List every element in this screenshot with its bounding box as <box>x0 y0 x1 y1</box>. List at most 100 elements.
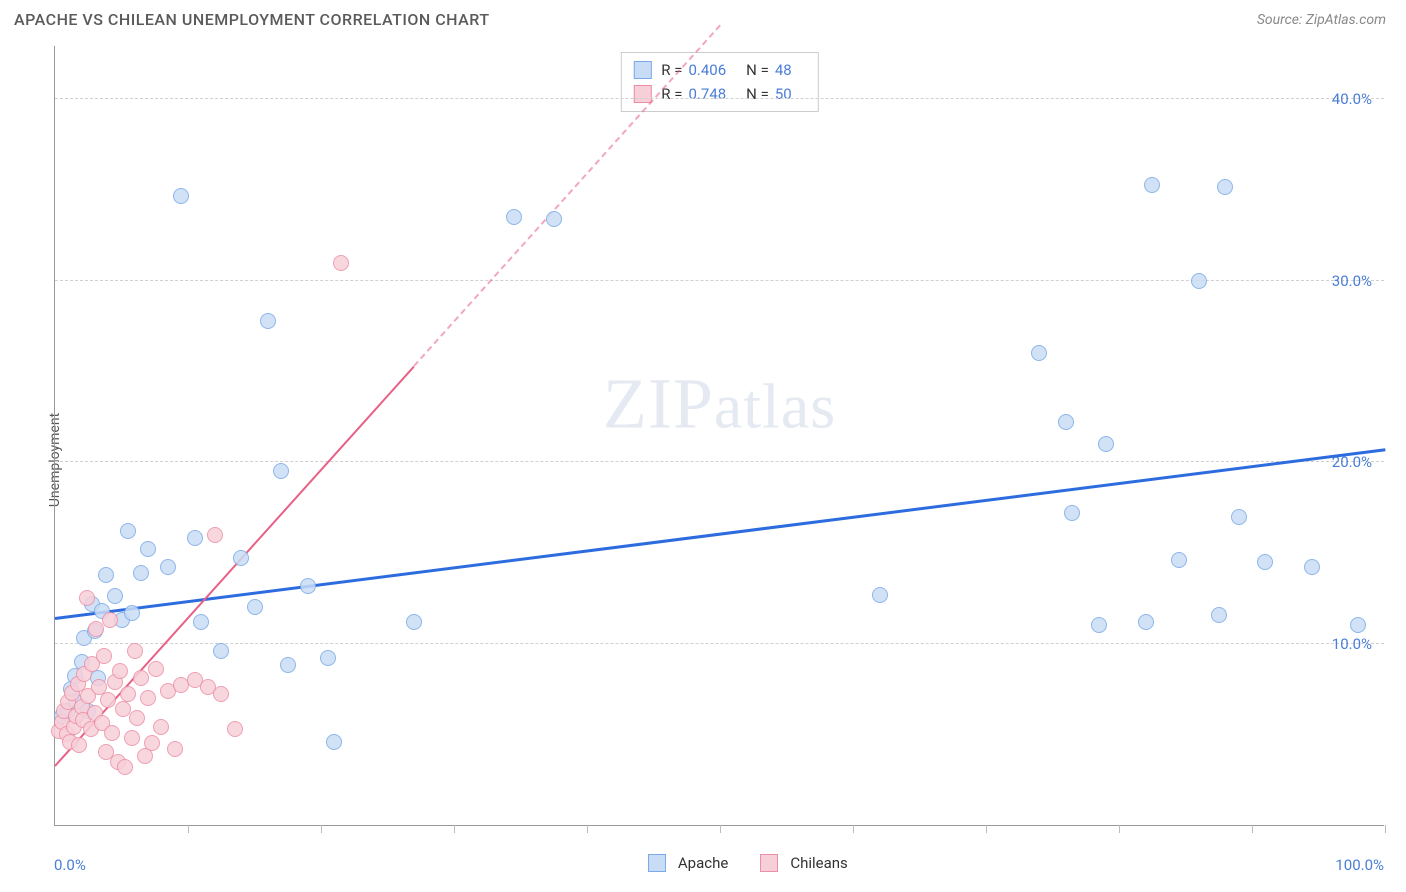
y-tick-label: 40.0% <box>1332 90 1372 108</box>
y-tick-label: 30.0% <box>1332 272 1372 290</box>
data-point <box>117 759 133 775</box>
data-point <box>187 530 203 546</box>
chart-title: APACHE VS CHILEAN UNEMPLOYMENT CORRELATI… <box>14 10 490 29</box>
legend-item: Apache <box>648 854 728 872</box>
series-legend: Apache Chileans <box>648 854 848 872</box>
data-point <box>1058 414 1074 430</box>
data-point <box>207 527 223 543</box>
data-point <box>167 741 183 757</box>
data-point <box>872 587 888 603</box>
data-point <box>127 643 143 659</box>
gridline <box>55 461 1384 462</box>
legend-label: Chileans <box>790 854 847 872</box>
data-point <box>213 686 229 702</box>
chart-container: Unemployment ZIPatlas R =0.406N =48R =0.… <box>14 40 1392 880</box>
data-point <box>193 614 209 630</box>
n-label: N = <box>746 82 769 106</box>
x-tick <box>321 825 322 833</box>
data-point <box>112 663 128 679</box>
data-point <box>1098 436 1114 452</box>
data-point <box>1144 177 1160 193</box>
data-point <box>300 578 316 594</box>
gridline <box>55 643 1384 644</box>
data-point <box>79 590 95 606</box>
data-point <box>1031 345 1047 361</box>
data-point <box>102 612 118 628</box>
data-point <box>1064 505 1080 521</box>
r-value: 0.406 <box>688 58 726 82</box>
data-point <box>247 599 263 615</box>
x-tick <box>454 825 455 833</box>
x-tick <box>720 825 721 833</box>
legend-swatch <box>633 85 651 103</box>
data-point <box>320 650 336 666</box>
data-point <box>96 648 112 664</box>
legend-swatch <box>760 854 778 872</box>
data-point <box>104 725 120 741</box>
data-point <box>1171 552 1187 568</box>
data-point <box>124 730 140 746</box>
data-point <box>115 701 131 717</box>
data-point <box>233 550 249 566</box>
gridline <box>55 98 1384 99</box>
x-axis-min-label: 0.0% <box>54 856 86 874</box>
data-point <box>98 567 114 583</box>
data-point <box>280 657 296 673</box>
n-label: N = <box>746 58 769 82</box>
data-point <box>506 209 522 225</box>
data-point <box>148 661 164 677</box>
x-tick <box>188 825 189 833</box>
data-point <box>1138 614 1154 630</box>
plot-area: ZIPatlas R =0.406N =48R =0.748N =50 10.0… <box>54 46 1384 826</box>
x-tick <box>853 825 854 833</box>
x-tick <box>1385 825 1386 833</box>
data-point <box>1231 509 1247 525</box>
data-point <box>1304 559 1320 575</box>
data-point <box>107 588 123 604</box>
data-point <box>100 692 116 708</box>
x-tick <box>587 825 588 833</box>
data-point <box>260 313 276 329</box>
legend-swatch <box>633 61 651 79</box>
r-value: 0.748 <box>688 82 726 106</box>
data-point <box>1211 607 1227 623</box>
data-point <box>213 643 229 659</box>
data-point <box>153 719 169 735</box>
data-point <box>1091 617 1107 633</box>
data-point <box>129 710 145 726</box>
data-point <box>124 605 140 621</box>
gridline <box>55 280 1384 281</box>
data-point <box>71 737 87 753</box>
stats-legend-row: R =0.406N =48 <box>633 58 805 82</box>
data-point <box>1191 273 1207 289</box>
trend-line <box>55 448 1385 620</box>
data-point <box>133 670 149 686</box>
chart-header: APACHE VS CHILEAN UNEMPLOYMENT CORRELATI… <box>0 0 1406 33</box>
legend-item: Chileans <box>760 854 847 872</box>
data-point <box>1350 617 1366 633</box>
data-point <box>406 614 422 630</box>
data-point <box>160 559 176 575</box>
n-value: 50 <box>775 82 792 106</box>
x-tick <box>986 825 987 833</box>
watermark: ZIPatlas <box>603 363 836 446</box>
chart-source: Source: ZipAtlas.com <box>1257 12 1386 28</box>
legend-label: Apache <box>678 854 728 872</box>
data-point <box>144 735 160 751</box>
data-point <box>1257 554 1273 570</box>
x-tick <box>1252 825 1253 833</box>
data-point <box>140 541 156 557</box>
data-point <box>120 686 136 702</box>
n-value: 48 <box>775 58 792 82</box>
data-point <box>140 690 156 706</box>
x-axis-max-label: 100.0% <box>1335 856 1384 874</box>
data-point <box>173 188 189 204</box>
data-point <box>1217 179 1233 195</box>
y-tick-label: 10.0% <box>1332 635 1372 653</box>
data-point <box>133 565 149 581</box>
x-tick <box>1119 825 1120 833</box>
data-point <box>120 523 136 539</box>
legend-swatch <box>648 854 666 872</box>
data-point <box>326 734 342 750</box>
data-point <box>273 463 289 479</box>
